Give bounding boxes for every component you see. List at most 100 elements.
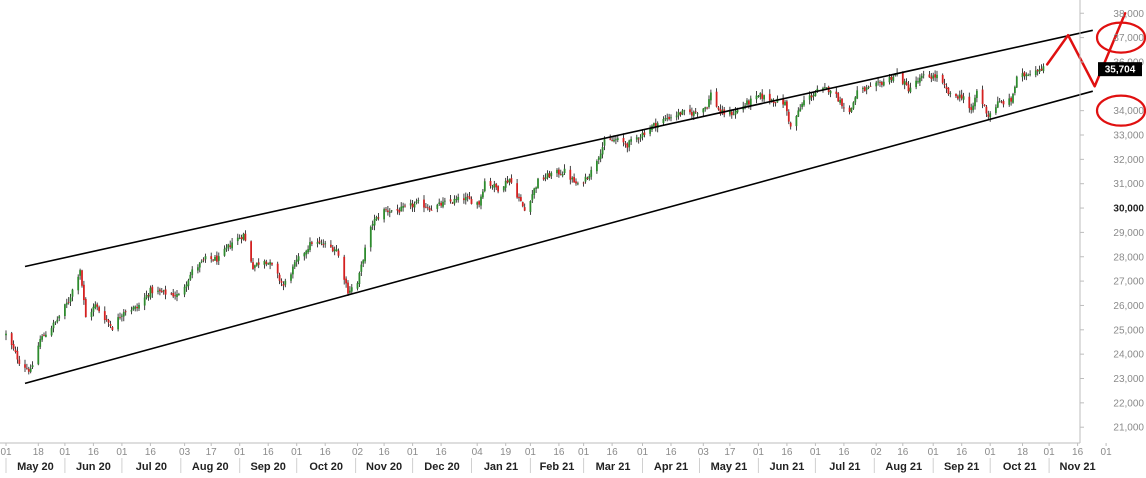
- candle-body: [417, 200, 420, 201]
- candle-body: [949, 93, 952, 95]
- x-day-tick-label: 16: [379, 447, 391, 458]
- candle-body: [867, 86, 870, 88]
- y-tick-label: 27,000: [1113, 277, 1144, 288]
- candle-body: [271, 263, 273, 265]
- x-day-tick-label: 16: [553, 447, 565, 458]
- candle-body: [231, 242, 233, 249]
- x-day-tick-label: 01: [116, 447, 128, 458]
- candle-body: [719, 108, 722, 114]
- candle-body: [240, 237, 243, 240]
- candle-body: [50, 328, 53, 336]
- candle-body: [311, 242, 313, 244]
- x-day-tick-label: 17: [724, 447, 736, 458]
- x-day-tick-label: 16: [145, 447, 157, 458]
- candle-body: [297, 256, 300, 261]
- last-value-box: [1098, 62, 1142, 77]
- candle-body: [666, 118, 669, 120]
- candle-body: [1015, 76, 1018, 88]
- candle-body: [920, 75, 923, 79]
- candle-body: [930, 76, 933, 79]
- candle-body: [18, 359, 21, 364]
- x-month-label: Jun 21: [769, 461, 804, 473]
- y-tick-label: 21,000: [1113, 423, 1144, 434]
- candle-body: [390, 210, 393, 212]
- candle-body: [759, 93, 762, 97]
- candle-body: [457, 196, 460, 201]
- candle-body: [282, 284, 285, 286]
- candle-body: [628, 140, 631, 148]
- candle-body: [654, 123, 657, 128]
- candle-body: [721, 110, 724, 113]
- candle-body: [569, 169, 572, 180]
- candle-body: [987, 114, 990, 117]
- candle-body: [1042, 66, 1045, 72]
- x-day-tick-label: 16: [956, 447, 968, 458]
- candle-body: [293, 262, 296, 267]
- candle-body: [905, 82, 908, 85]
- candle-body: [696, 113, 699, 115]
- x-day-tick-label: 01: [753, 447, 765, 458]
- candle-body: [349, 290, 351, 293]
- candle-body: [238, 238, 241, 239]
- candle-body: [947, 87, 950, 95]
- candle-body: [14, 349, 17, 352]
- candle-body: [692, 111, 695, 116]
- y-tick-label: 23,000: [1113, 374, 1144, 385]
- x-day-tick-label: 01: [985, 447, 997, 458]
- x-day-tick-label: 04: [472, 447, 484, 458]
- candle-body: [656, 123, 659, 129]
- candle-body: [400, 206, 403, 212]
- candle-body: [789, 122, 792, 127]
- candle-body: [825, 87, 828, 89]
- candle-body: [444, 200, 446, 202]
- candle-body: [615, 139, 617, 141]
- candle-body: [322, 244, 325, 245]
- candle-body: [932, 75, 935, 79]
- candle-body: [624, 143, 627, 145]
- candle-body: [744, 105, 746, 108]
- candle-body: [732, 114, 735, 116]
- y-tick-label: 30,000: [1113, 204, 1144, 215]
- y-tick-label: 25,000: [1113, 325, 1144, 336]
- level-circle: [1095, 94, 1146, 127]
- candle-body: [1040, 68, 1043, 71]
- candle-body: [436, 204, 439, 209]
- candle-body: [863, 87, 866, 92]
- candle-body: [174, 295, 176, 297]
- candle-body: [92, 306, 95, 312]
- candle-body: [189, 274, 192, 280]
- candle-body: [111, 326, 114, 330]
- candle-body: [577, 183, 579, 185]
- candle-body: [601, 146, 604, 155]
- candle-body: [216, 255, 218, 262]
- candle-body: [45, 334, 47, 337]
- candle-body: [185, 284, 188, 288]
- candlestick-series: [5, 63, 1045, 375]
- candle-body: [746, 100, 748, 105]
- candle-body: [626, 143, 629, 148]
- candle-body: [347, 282, 349, 294]
- candle-body: [881, 82, 883, 85]
- candle-body: [170, 293, 173, 295]
- candle-body: [903, 81, 906, 85]
- candle-body: [983, 104, 986, 107]
- candle-body: [385, 209, 387, 211]
- candle-body: [31, 365, 34, 368]
- candle-body: [373, 219, 376, 226]
- x-month-label: May 20: [17, 461, 54, 473]
- candle-body: [217, 256, 220, 261]
- candle-body: [774, 102, 777, 104]
- candle-body: [320, 242, 323, 244]
- candle-body: [643, 132, 646, 135]
- candle-body: [1002, 101, 1005, 105]
- candle-body: [464, 197, 467, 201]
- y-tick-label: 37,000: [1113, 33, 1144, 44]
- candle-body: [29, 368, 32, 372]
- y-tick-label: 34,000: [1113, 106, 1144, 117]
- x-month-label: Nov 21: [1060, 461, 1096, 473]
- candle-body: [371, 224, 374, 226]
- candle-body: [548, 173, 551, 178]
- x-day-tick-label: 16: [263, 447, 275, 458]
- candle-body: [675, 115, 678, 118]
- candle-body: [670, 117, 672, 119]
